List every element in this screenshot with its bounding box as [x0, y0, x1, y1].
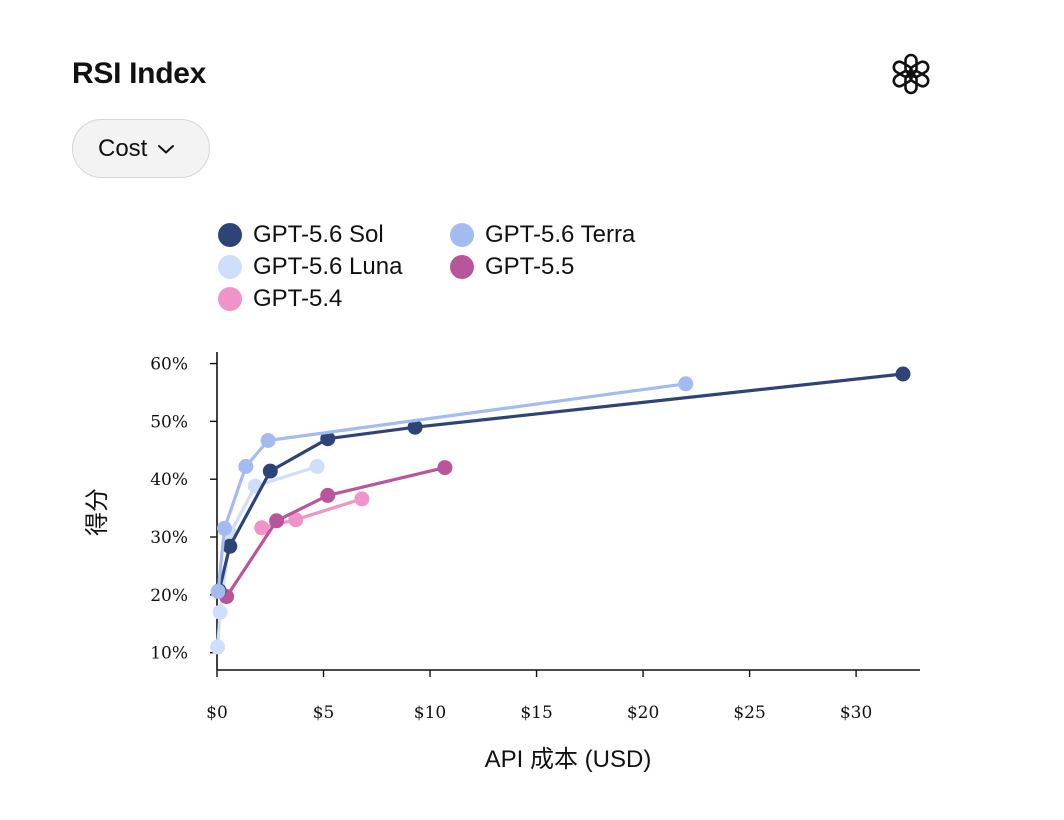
x-tick-label: $25	[733, 703, 765, 723]
openai-logo-icon	[892, 53, 930, 95]
dropdown-label: Cost	[98, 134, 148, 162]
data-point-gpt-5-6-terra[interactable]	[210, 583, 226, 599]
y-tick-label: 40%	[150, 470, 188, 490]
chart-legend: GPT-5.6 Sol GPT-5.6 Terra GPT-5.6 Luna G…	[218, 220, 678, 316]
data-point-gpt-5-4[interactable]	[354, 491, 370, 507]
data-point-gpt-5-6-sol[interactable]	[895, 366, 911, 382]
x-tick-label: $20	[627, 703, 659, 723]
y-axis-title: 得分	[84, 488, 111, 536]
data-point-gpt-5-4[interactable]	[288, 512, 304, 528]
legend-swatch-luna	[218, 255, 242, 279]
data-point-gpt-5-6-sol[interactable]	[262, 463, 278, 479]
y-tick-label: 60%	[150, 355, 188, 375]
legend-swatch-gpt55	[450, 255, 474, 279]
data-point-gpt-5-5[interactable]	[320, 487, 336, 503]
legend-item-luna[interactable]: GPT-5.6 Luna	[218, 252, 402, 282]
x-axis-title: API 成本 (USD)	[485, 746, 652, 773]
page-title: RSI Index	[72, 57, 206, 90]
data-point-gpt-5-5[interactable]	[437, 460, 453, 476]
data-point-gpt-5-4[interactable]	[254, 520, 270, 536]
chart-series	[210, 366, 911, 655]
y-tick-label: 50%	[150, 412, 188, 432]
data-point-gpt-5-6-terra[interactable]	[217, 520, 232, 536]
series-line-gpt-5-6-sol	[217, 372, 905, 593]
data-point-gpt-5-6-luna[interactable]	[212, 604, 228, 620]
data-point-gpt-5-6-luna[interactable]	[309, 459, 325, 474]
data-point-gpt-5-6-terra[interactable]	[260, 433, 276, 448]
data-point-gpt-5-6-terra[interactable]	[678, 376, 694, 392]
series-line-gpt-5-5	[225, 466, 447, 599]
data-point-gpt-5-6-sol[interactable]	[320, 431, 336, 447]
legend-label-sol: GPT-5.6 Sol	[253, 221, 384, 248]
legend-label-luna: GPT-5.6 Luna	[253, 253, 403, 280]
x-tick-label: $30	[840, 703, 872, 723]
x-tick-label: $5	[313, 703, 335, 723]
data-point-gpt-5-6-sol[interactable]	[407, 419, 423, 435]
legend-label-gpt55: GPT-5.5	[485, 253, 575, 280]
series-gpt-5-6-terra	[210, 376, 694, 599]
legend-item-gpt54[interactable]: GPT-5.4	[218, 284, 342, 314]
x-tick-label: $0	[206, 703, 228, 723]
series-line-gpt-5-6-terra	[216, 382, 688, 594]
chart-axes: 10% 20% 30% 40% 50% 60% $0 $5 $10 $15 $20 $25 $30	[150, 352, 920, 723]
data-point-gpt-5-6-luna[interactable]	[210, 639, 226, 655]
legend-item-sol[interactable]: GPT-5.6 Sol	[218, 220, 384, 250]
x-tick-label: $10	[414, 703, 446, 723]
legend-swatch-gpt54	[218, 287, 242, 311]
legend-item-terra[interactable]: GPT-5.6 Terra	[450, 220, 635, 250]
x-tick-label: $15	[520, 703, 552, 723]
legend-swatch-sol	[218, 223, 242, 247]
data-point-gpt-5-6-sol[interactable]	[222, 538, 238, 554]
legend-swatch-terra	[450, 223, 474, 247]
y-tick-label: 20%	[150, 586, 188, 606]
legend-label-gpt54: GPT-5.4	[253, 285, 343, 312]
y-tick-label: 10%	[150, 644, 188, 664]
y-tick-label: 30%	[150, 528, 188, 548]
legend-label-terra: GPT-5.6 Terra	[485, 221, 636, 248]
metric-dropdown[interactable]: Cost	[72, 119, 210, 178]
data-point-gpt-5-6-terra[interactable]	[238, 459, 254, 474]
legend-item-gpt55[interactable]: GPT-5.5	[450, 252, 574, 282]
series-line-gpt-5-6-luna	[216, 464, 319, 649]
chevron-down-icon	[158, 144, 175, 153]
data-point-gpt-5-5[interactable]	[269, 513, 285, 529]
